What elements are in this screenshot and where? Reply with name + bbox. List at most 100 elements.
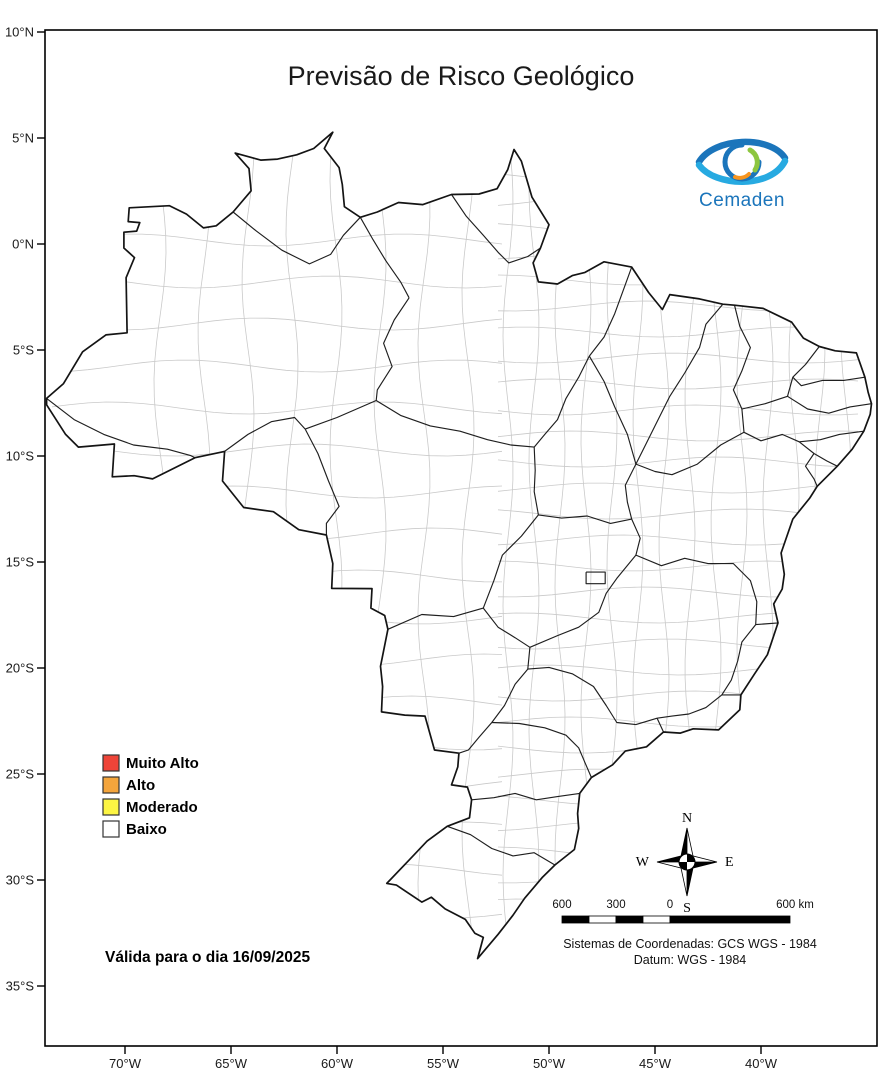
legend-swatch-muito-alto [102, 754, 120, 772]
state-boundary [741, 395, 788, 410]
municipal-boundary [497, 482, 859, 494]
coordinate-system-note: Sistemas de Coordenadas: GCS WGS - 1984 [563, 937, 817, 951]
state-boundary [721, 624, 757, 696]
legend-label: Muito Alto [126, 755, 199, 772]
state-boundary [798, 441, 838, 467]
state-boundary [741, 408, 745, 433]
legend-label: Moderado [126, 799, 198, 816]
state-boundary [635, 554, 758, 625]
municipal-boundary [497, 456, 859, 468]
state-boundary [656, 717, 665, 733]
state-boundary [533, 355, 590, 516]
compass-letter-e: E [725, 855, 734, 870]
state-boundary [387, 607, 484, 630]
state-boundary [792, 346, 820, 378]
latitude-label: 15°S [6, 555, 35, 570]
state-boundary [375, 400, 535, 448]
state-boundary [359, 217, 410, 299]
compass-letter-s: S [683, 901, 691, 916]
compass-letter-w: W [636, 855, 650, 870]
longitude-label: 40°W [745, 1056, 778, 1071]
latitude-label: 5°N [12, 131, 34, 146]
state-boundaries-layer [46, 194, 872, 866]
axis-ticks [37, 31, 762, 1054]
state-boundary [224, 416, 306, 452]
longitude-label: 65°W [215, 1056, 248, 1071]
state-boundary [375, 297, 410, 401]
state-boundary [451, 194, 541, 264]
latitude-label: 20°S [6, 661, 35, 676]
state-boundary [538, 514, 632, 524]
country-outline [45, 131, 873, 960]
state-boundary [635, 431, 745, 476]
municipal-boundary [497, 378, 859, 390]
municipal-boundary [497, 404, 859, 416]
longitude-labels: 70°W 65°W 60°W 55°W 50°W 45°W 40°W [109, 1056, 778, 1071]
country-fill [46, 132, 872, 959]
state-boundary [482, 514, 539, 609]
state-boundary [482, 607, 531, 648]
state-boundary [527, 666, 658, 726]
state-boundary [755, 622, 779, 626]
longitude-label: 70°W [109, 1056, 142, 1071]
latitude-label: 30°S [6, 873, 35, 888]
legend-label: Baixo [126, 821, 167, 838]
compass-rose-icon: N S W E [636, 811, 734, 916]
datum-note: Datum: WGS - 1984 [634, 953, 747, 967]
state-boundary [232, 211, 361, 265]
cemaden-wordmark: Cemaden [699, 190, 785, 211]
latitude-label: 10°S [6, 449, 35, 464]
state-boundary [585, 571, 606, 585]
state-boundary [787, 395, 872, 414]
legend-label: Alto [126, 777, 155, 794]
municipal-boundary [51, 233, 503, 247]
state-boundary [588, 355, 637, 465]
municipal-boundary [497, 352, 859, 364]
country-fill-layer [46, 132, 872, 959]
page-title: Previsão de Risco Geológico [288, 61, 635, 91]
latitude-label: 10°N [5, 25, 34, 40]
state-boundary [471, 792, 580, 801]
validity-note: Válida para o dia 16/09/2025 [105, 949, 310, 966]
latitude-label: 5°S [13, 343, 34, 358]
state-boundary [657, 694, 723, 719]
longitude-label: 50°W [533, 1056, 566, 1071]
state-boundary [732, 305, 751, 410]
scale-bar-label: 0 [667, 899, 673, 911]
state-boundary [786, 377, 794, 397]
scale-bar-label: 300 [606, 899, 625, 911]
compass-letter-n: N [682, 811, 692, 826]
legend-swatch-moderado [102, 798, 120, 816]
state-boundary [804, 453, 818, 487]
scale-bar-label: 600 km [776, 899, 814, 911]
legend-swatch-alto [102, 776, 120, 794]
legend-swatch-baixo [102, 820, 120, 838]
state-boundary [743, 431, 800, 443]
state-boundary [792, 376, 865, 387]
state-boundary [529, 554, 637, 648]
longitude-label: 55°W [427, 1056, 460, 1071]
municipal-boundary [51, 443, 503, 457]
state-boundary [46, 397, 196, 459]
country-outline-layer [45, 131, 873, 960]
municipal-boundary [497, 430, 859, 442]
latitude-labels: 10°N 5°N 0°N 5°S 10°S 15°S 20°S 25°S 30°… [5, 25, 34, 994]
cemaden-eye-icon [695, 138, 789, 185]
state-boundary [491, 721, 592, 778]
longitude-label: 45°W [639, 1056, 672, 1071]
latitude-label: 25°S [6, 767, 35, 782]
latitude-label: 35°S [6, 979, 35, 994]
scale-bar-label: 600 [552, 899, 571, 911]
state-boundary [304, 428, 340, 535]
legend: Muito Alto Alto Moderado Baixo [102, 754, 199, 838]
state-boundary [588, 266, 633, 357]
scale-bar: 600 300 0 600 km [552, 899, 814, 924]
state-boundary [305, 399, 377, 430]
state-boundary [624, 463, 637, 520]
state-boundary [631, 518, 641, 556]
state-boundary [799, 430, 864, 443]
cemaden-logo: Cemaden [695, 138, 789, 211]
municipal-boundary [528, 132, 540, 949]
